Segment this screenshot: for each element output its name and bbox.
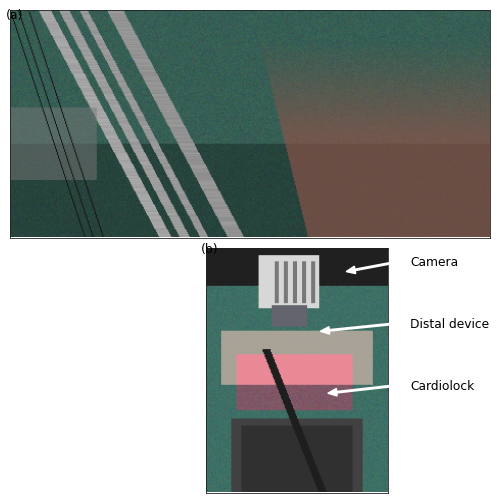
Text: (a): (a) xyxy=(6,8,23,22)
Text: Distal device: Distal device xyxy=(410,318,489,330)
Text: Cardiolock: Cardiolock xyxy=(410,380,474,392)
Text: (b): (b) xyxy=(201,244,219,256)
Text: Camera: Camera xyxy=(410,256,458,270)
